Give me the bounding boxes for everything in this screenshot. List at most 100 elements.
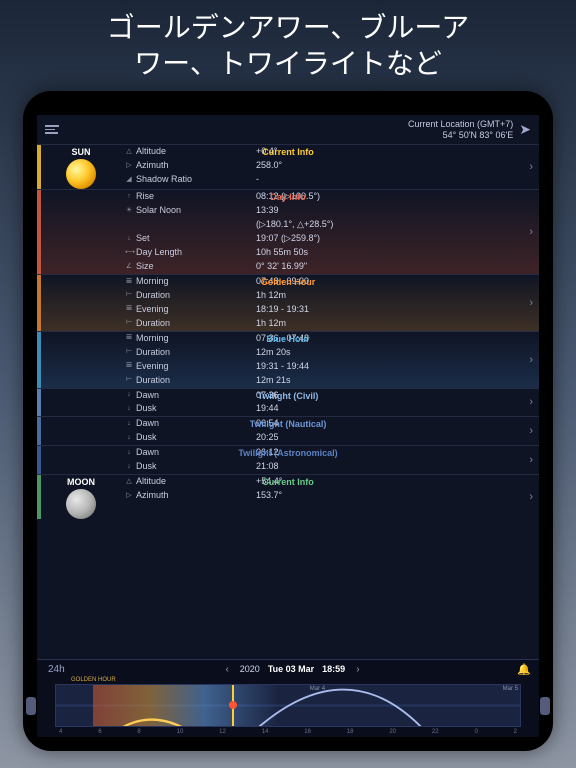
size-label: Size [136,260,154,274]
timeline-day-mar5: Mar 5 [503,686,518,692]
sun-current-group[interactable]: SUN △Altitude ▷Azimuth ◢Shadow Ratio +0.… [37,144,539,189]
civil-dusk-value: 19:44 [256,402,521,416]
moon-header: MOON [41,475,121,519]
daylen-value: 10h 55m 50s [256,246,521,260]
nautical-dusk-label: Dusk [136,431,157,445]
blue-hour-title: Blue Hour [266,332,309,346]
golden-evening-label: Evening [136,303,169,317]
timeline-next-button[interactable]: › [353,664,362,675]
bell-icon[interactable]: 🔔 [517,663,531,676]
twilight-nautical-title: Twilight (Nautical) [250,417,327,431]
golden-dur1-label: Duration [136,289,170,303]
daylen-label: Day Length [136,246,182,260]
blue-dur1-label: Duration [136,346,170,360]
golden-dur1-value: 1h 12m [256,289,521,303]
top-bar: Current Location (GMT+7) 54° 50'N 83° 06… [37,115,539,145]
promo-line2: ワー、トワイライトなど [107,46,470,82]
astro-dawn-label: Dawn [136,446,159,460]
chevron-right-icon: › [529,396,533,408]
chevron-right-icon: › [529,297,533,309]
blue-dur2-label: Duration [136,374,170,388]
menu-icon[interactable] [45,125,59,134]
azimuth-value: 258.0° [256,159,521,173]
azimuth-label: Azimuth [136,159,169,173]
blue-morning-label: Morning [136,332,169,346]
day-info-group[interactable]: ↑Rise ☀Solar Noon ↓Set ⟷Day Length ∠Size… [37,189,539,274]
chevron-right-icon: › [529,425,533,437]
astro-dusk-value: 21:08 [256,460,521,474]
golden-hour-group[interactable]: 𝌆Morning ⊢Duration 𝌆Evening ⊢Duration 07… [37,274,539,331]
twilight-astro-group[interactable]: ↓Dawn ↓Dusk 06:12 21:08 Twilight (Astron… [37,445,539,474]
golden-evening-value: 18:19 - 19:31 [256,303,521,317]
moon-azimuth-label: Azimuth [136,489,169,503]
azimuth-icon: ▷ [125,161,133,172]
moon-icon [66,489,96,519]
set-label: Set [136,232,150,246]
chevron-right-icon: › [529,161,533,173]
moon-current-title: Current Info [262,475,314,489]
timeline-label: GOLDEN HOUR [37,677,539,683]
sun-path-curve [56,685,520,727]
twilight-civil-group[interactable]: ↓Dawn ↓Dusk 07:36 19:44 Twilight (Civil)… [37,388,539,417]
twilight-civil-title: Twilight (Civil) [258,389,319,403]
size-value: 0° 32' 16.99" [256,260,521,274]
app-screen: Current Location (GMT+7) 54° 50'N 83° 06… [37,115,539,737]
astro-dusk-label: Dusk [136,460,157,474]
day-info-title: Day Info [270,190,306,204]
golden-dur2-label: Duration [136,317,170,331]
altitude-icon: △ [125,147,133,158]
timeline-year[interactable]: 2020 [240,664,260,674]
tablet-frame: Current Location (GMT+7) 54° 50'N 83° 06… [23,91,553,751]
twilight-astro-title: Twilight (Astronomical) [238,446,337,460]
sun-label: SUN [71,147,90,157]
sun-header: SUN [41,145,121,189]
promo-line1: ゴールデンアワー、ブルーア [107,10,470,46]
timeline-mode-button[interactable]: 24h [45,664,68,675]
golden-dur2-value: 1h 12m [256,317,521,331]
blue-evening-label: Evening [136,360,169,374]
twilight-nautical-group[interactable]: ↓Dawn ↓Dusk 06:54 20:25 Twilight (Nautic… [37,416,539,445]
locate-icon[interactable]: ➤ [519,121,531,138]
promo-title: ゴールデンアワー、ブルーア ワー、トワイライトなど [107,10,470,83]
chevron-right-icon: › [529,226,533,238]
noon-value: 13:39 [256,204,521,218]
golden-hour-title: Golden Hour [261,275,316,289]
timeline-chart[interactable]: Mar 4 Mar 5 [55,684,521,727]
timeline-ticks: 4 6 8 10 12 14 16 18 20 22 0 2 [37,729,539,737]
altitude-label: Altitude [136,145,166,159]
timeline-date[interactable]: Tue 03 Mar [268,664,314,674]
moon-altitude-label: Altitude [136,475,166,489]
shadow-label: Shadow Ratio [136,173,192,187]
moon-label: MOON [67,477,95,487]
chevron-right-icon: › [529,354,533,366]
rise-label: Rise [136,190,154,204]
timeline-panel: 24h ‹ 2020 Tue 03 Mar 18:59 › 🔔 GOLDEN H… [37,659,539,737]
sun-current-title: Current Info [262,145,314,159]
shadow-value: - [256,173,521,187]
nautical-dawn-label: Dawn [136,417,159,431]
blue-evening-value: 19:31 - 19:44 [256,360,521,374]
golden-morning-label: Morning [136,275,169,289]
civil-dusk-label: Dusk [136,402,157,416]
location-label: Current Location (GMT+7) [408,119,513,130]
sun-icon [66,159,96,189]
nautical-dusk-value: 20:25 [256,431,521,445]
timeline-time[interactable]: 18:59 [322,664,345,674]
timeline-prev-button[interactable]: ‹ [222,664,231,675]
shadow-icon: ◢ [125,175,133,186]
civil-dawn-label: Dawn [136,389,159,403]
noon-label: Solar Noon [136,204,181,218]
blue-dur1-value: 12m 20s [256,346,521,360]
timeline-day-mar4: Mar 4 [310,686,325,692]
noon-extra-value: (▷180.1°, △+28.5°) [256,218,521,232]
blue-dur2-value: 12m 21s [256,374,521,388]
chevron-right-icon: › [529,454,533,466]
moon-azimuth-value: 153.7° [256,489,521,503]
moon-current-group[interactable]: MOON △Altitude ▷Azimuth +54.4° 153.7° Cu… [37,474,539,519]
location-block[interactable]: Current Location (GMT+7) 54° 50'N 83° 06… [408,119,513,141]
chevron-right-icon: › [529,491,533,503]
blue-hour-group[interactable]: 𝌆Morning ⊢Duration 𝌆Evening ⊢Duration 07… [37,331,539,388]
location-coords: 54° 50'N 83° 06'E [408,130,513,141]
content-scroll[interactable]: SUN △Altitude ▷Azimuth ◢Shadow Ratio +0.… [37,144,539,658]
set-value: 19:07 (▷259.8°) [256,232,521,246]
